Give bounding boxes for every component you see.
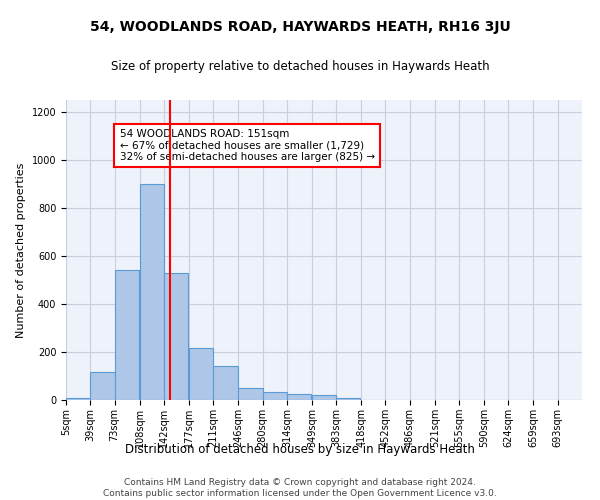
Bar — [263, 392, 287, 400]
Bar — [213, 366, 238, 400]
Text: Size of property relative to detached houses in Haywards Heath: Size of property relative to detached ho… — [110, 60, 490, 73]
Bar — [115, 270, 139, 400]
Y-axis label: Number of detached properties: Number of detached properties — [16, 162, 26, 338]
Bar — [66, 398, 90, 400]
Text: Contains HM Land Registry data © Crown copyright and database right 2024.
Contai: Contains HM Land Registry data © Crown c… — [103, 478, 497, 498]
Text: Distribution of detached houses by size in Haywards Heath: Distribution of detached houses by size … — [125, 442, 475, 456]
Text: 54 WOODLANDS ROAD: 151sqm
← 67% of detached houses are smaller (1,729)
32% of se: 54 WOODLANDS ROAD: 151sqm ← 67% of detac… — [119, 129, 375, 162]
Bar — [312, 395, 336, 400]
Bar — [336, 398, 361, 400]
Bar — [140, 184, 164, 400]
Bar — [287, 394, 311, 400]
Text: 54, WOODLANDS ROAD, HAYWARDS HEATH, RH16 3JU: 54, WOODLANDS ROAD, HAYWARDS HEATH, RH16… — [89, 20, 511, 34]
Bar — [189, 348, 213, 400]
Bar — [90, 372, 115, 400]
Bar — [238, 388, 263, 400]
Bar — [164, 273, 188, 400]
